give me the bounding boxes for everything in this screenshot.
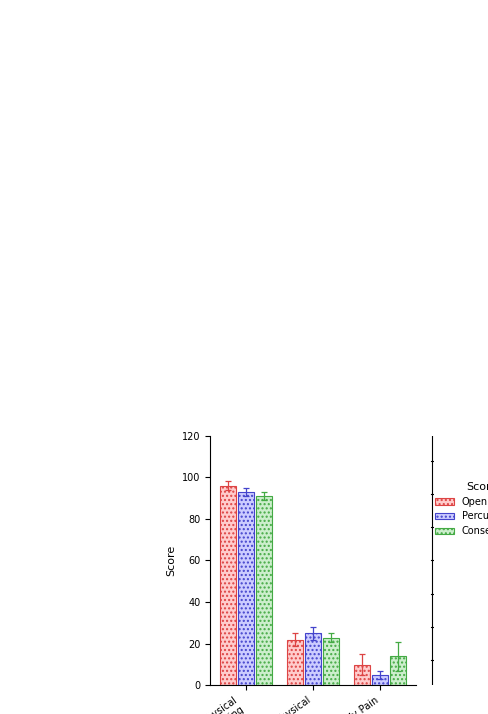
Bar bbox=[389, 656, 406, 685]
Bar bbox=[304, 633, 321, 685]
Bar bbox=[286, 640, 303, 685]
Legend: Open, Percutaneous, Conservative: Open, Percutaneous, Conservative bbox=[430, 478, 488, 540]
Bar bbox=[237, 492, 253, 685]
Bar bbox=[219, 486, 235, 685]
Bar bbox=[322, 638, 338, 685]
Bar bbox=[371, 675, 387, 685]
Y-axis label: Score: Score bbox=[166, 545, 176, 576]
Bar bbox=[255, 496, 271, 685]
Bar bbox=[353, 665, 369, 685]
